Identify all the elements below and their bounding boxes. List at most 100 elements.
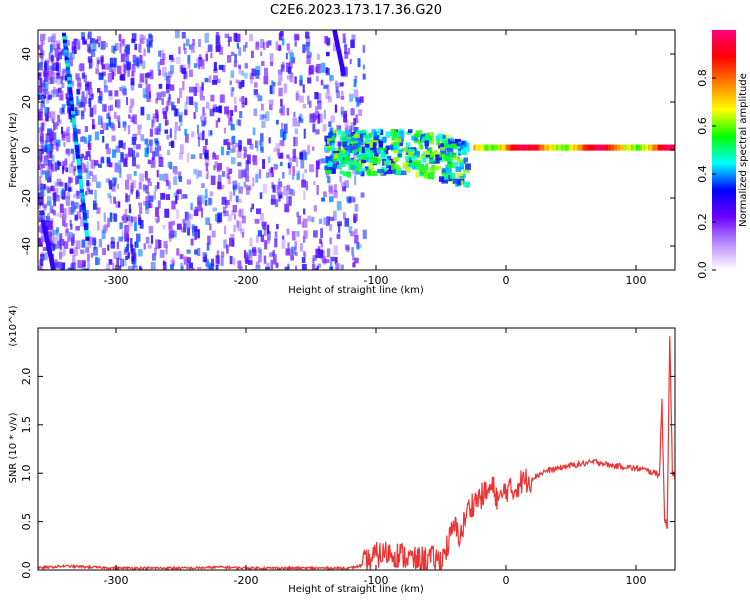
heatmap-cell — [45, 133, 51, 143]
x-tick-label: -200 — [234, 274, 259, 287]
heatmap-cell — [71, 203, 75, 214]
heatmap-cell — [149, 139, 153, 146]
heatmap-cell — [230, 233, 235, 240]
heatmap-cell — [87, 56, 93, 63]
heatmap-cell — [267, 156, 271, 164]
heatmap-cell — [190, 238, 194, 246]
heatmap-cell — [327, 96, 332, 103]
heatmap-cell — [105, 122, 109, 130]
heatmap-cell — [61, 104, 66, 109]
streak-cell — [69, 100, 74, 105]
heatmap-cell — [206, 170, 209, 180]
heatmap-cell — [226, 244, 229, 254]
heatmap-cell — [229, 80, 232, 86]
heatmap-cell — [40, 103, 44, 111]
heatmap-cell — [252, 250, 257, 256]
heatmap-cell — [542, 144, 545, 151]
heatmap-cell — [312, 258, 315, 266]
heatmap-cell — [173, 176, 178, 185]
heatmap-cell — [316, 185, 319, 195]
heatmap-cell — [344, 150, 351, 157]
heatmap-cell — [582, 144, 585, 151]
heatmap-cell — [403, 147, 408, 153]
heatmap-cell — [242, 215, 246, 224]
heatmap-cell — [357, 154, 361, 160]
heatmap-cell — [181, 226, 184, 233]
heatmap-cell — [89, 41, 92, 47]
heatmap-cell — [166, 84, 170, 89]
heatmap-cell — [296, 173, 300, 181]
heatmap-cell — [323, 191, 327, 198]
heatmap-cell — [68, 187, 72, 192]
heatmap-cell — [286, 196, 291, 205]
heatmap-cell — [167, 97, 171, 103]
heatmap-cell — [113, 45, 117, 52]
heatmap-cell — [55, 88, 60, 97]
heatmap-cell — [202, 146, 207, 155]
heatmap-cell — [100, 57, 104, 66]
heatmap-cell — [279, 161, 283, 167]
heatmap-cell — [158, 239, 162, 249]
heatmap-cell — [96, 181, 101, 189]
heatmap-cell — [353, 133, 360, 138]
heatmap-cell — [51, 132, 57, 141]
heatmap-cell — [307, 215, 311, 222]
heatmap-cell — [129, 185, 134, 195]
heatmap-cell — [38, 149, 42, 157]
heatmap-cell — [285, 248, 290, 256]
heatmap-cell — [70, 267, 75, 270]
heatmap-cell — [224, 200, 230, 206]
heatmap-cell — [98, 238, 103, 248]
heatmap-cell — [338, 129, 342, 136]
heatmap-cell — [232, 87, 235, 92]
heatmap-cell — [364, 143, 370, 148]
heatmap-cell — [186, 152, 190, 163]
heatmap-cell — [89, 107, 94, 117]
heatmap-cell — [399, 170, 407, 176]
heatmap-cell — [288, 165, 292, 175]
heatmap-cell — [80, 168, 84, 174]
heatmap-cell — [368, 132, 373, 138]
heatmap-cell — [355, 118, 360, 123]
streak-cell — [65, 66, 70, 71]
heatmap-cell — [88, 98, 92, 108]
heatmap-cell — [137, 124, 142, 129]
heatmap-cell — [127, 252, 130, 259]
heatmap-cell — [277, 81, 282, 86]
heatmap-cell — [358, 109, 363, 116]
heatmap-cell — [537, 144, 540, 151]
heatmap-cell — [111, 149, 117, 158]
heatmap-cell — [351, 34, 356, 40]
heatmap-cell — [233, 96, 237, 104]
heatmap-cell — [168, 54, 174, 60]
heatmap-cell — [131, 71, 134, 77]
heatmap-cell — [76, 211, 81, 220]
heatmap-cell — [331, 142, 335, 150]
heatmap-cell — [85, 151, 91, 157]
streak-cell — [63, 43, 68, 47]
heatmap-cell — [38, 108, 43, 113]
heatmap-cell — [43, 160, 47, 166]
heatmap-cell — [352, 255, 355, 261]
heatmap-cell — [51, 209, 54, 214]
heatmap-cell — [241, 96, 245, 105]
heatmap-cell — [64, 229, 67, 237]
heatmap-cell — [278, 32, 283, 41]
heatmap-cell — [49, 205, 54, 214]
heatmap-cell — [49, 186, 55, 192]
heatmap-cell — [267, 234, 270, 244]
heatmap-cell — [233, 32, 237, 42]
heatmap-cell — [49, 44, 53, 54]
heatmap-cell — [73, 247, 78, 256]
heatmap-cell — [302, 84, 305, 93]
heatmap-cell — [571, 144, 574, 151]
heatmap-cell — [514, 144, 517, 151]
streak-cell — [62, 39, 67, 44]
heatmap-cell — [178, 152, 183, 160]
heatmap-cell — [147, 178, 151, 183]
heatmap-cell — [326, 167, 333, 172]
heatmap-cell — [139, 173, 145, 182]
heatmap-cell — [284, 203, 290, 213]
heatmap-cell — [241, 79, 245, 88]
heatmap-cell — [77, 77, 82, 88]
